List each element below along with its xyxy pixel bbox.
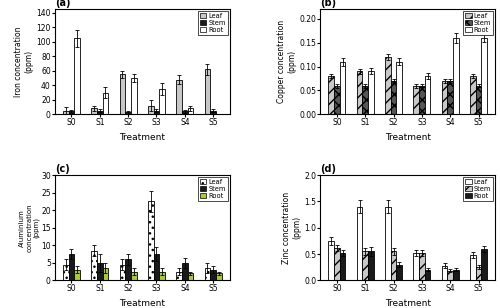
Bar: [63, 111, 68, 114]
Bar: [340, 62, 345, 114]
Legend: Leaf, Stem, Root: Leaf, Stem, Root: [198, 11, 228, 35]
Bar: [74, 270, 80, 280]
Bar: [334, 248, 340, 280]
Bar: [102, 268, 108, 280]
Bar: [204, 69, 210, 114]
Bar: [390, 251, 396, 280]
Y-axis label: Zinc concentration
(ppm): Zinc concentration (ppm): [282, 192, 302, 264]
Legend: Leaf, Stem, Root: Leaf, Stem, Root: [463, 177, 493, 201]
Bar: [154, 111, 160, 114]
Bar: [97, 263, 102, 280]
Bar: [328, 241, 334, 280]
Bar: [188, 273, 194, 280]
Bar: [414, 253, 419, 280]
Text: (d): (d): [320, 164, 336, 174]
Bar: [188, 108, 194, 114]
Bar: [396, 265, 402, 280]
Bar: [204, 268, 210, 280]
X-axis label: Treatment: Treatment: [120, 133, 166, 142]
Bar: [453, 38, 458, 114]
Bar: [362, 86, 368, 114]
Bar: [131, 78, 136, 114]
Y-axis label: Copper concentration
(ppm): Copper concentration (ppm): [277, 20, 296, 103]
Bar: [482, 38, 487, 114]
Text: (a): (a): [55, 0, 70, 8]
Bar: [340, 253, 345, 280]
Bar: [476, 86, 482, 114]
Bar: [424, 270, 430, 280]
Bar: [160, 272, 165, 280]
Bar: [470, 255, 476, 280]
Bar: [448, 81, 453, 114]
Bar: [148, 106, 154, 114]
Bar: [126, 259, 131, 280]
Bar: [442, 265, 448, 280]
Bar: [419, 86, 424, 114]
Bar: [148, 201, 154, 280]
X-axis label: Treatment: Treatment: [384, 299, 430, 308]
Bar: [414, 86, 419, 114]
Bar: [68, 111, 74, 114]
Bar: [385, 207, 390, 280]
Bar: [182, 263, 188, 280]
Bar: [442, 81, 448, 114]
Bar: [419, 253, 424, 280]
Bar: [176, 272, 182, 280]
Bar: [92, 250, 97, 280]
Bar: [328, 76, 334, 114]
Bar: [476, 267, 482, 280]
Bar: [390, 81, 396, 114]
Bar: [131, 272, 136, 280]
Bar: [210, 111, 216, 114]
Bar: [126, 112, 131, 114]
Bar: [448, 271, 453, 280]
Y-axis label: Aluminium
concentration
(ppm): Aluminium concentration (ppm): [19, 204, 40, 252]
Bar: [102, 93, 108, 114]
Bar: [368, 251, 374, 280]
Bar: [368, 71, 374, 114]
X-axis label: Treatment: Treatment: [120, 299, 166, 308]
Bar: [396, 62, 402, 114]
Bar: [356, 71, 362, 114]
Text: (c): (c): [55, 164, 70, 174]
Bar: [216, 273, 222, 280]
Bar: [210, 270, 216, 280]
Bar: [154, 254, 160, 280]
Bar: [74, 38, 80, 114]
Bar: [385, 57, 390, 114]
Bar: [356, 207, 362, 280]
Bar: [160, 89, 165, 114]
Bar: [334, 86, 340, 114]
Legend: Leaf, Stem, Root: Leaf, Stem, Root: [198, 177, 228, 201]
Text: (b): (b): [320, 0, 336, 8]
X-axis label: Treatment: Treatment: [384, 133, 430, 142]
Bar: [482, 249, 487, 280]
Bar: [92, 108, 97, 114]
Bar: [362, 251, 368, 280]
Y-axis label: Iron concentration
(ppm): Iron concentration (ppm): [14, 26, 34, 97]
Bar: [182, 111, 188, 114]
Bar: [470, 76, 476, 114]
Bar: [63, 265, 68, 280]
Bar: [68, 254, 74, 280]
Bar: [120, 75, 126, 114]
Bar: [97, 111, 102, 114]
Bar: [424, 76, 430, 114]
Bar: [176, 79, 182, 114]
Bar: [120, 265, 126, 280]
Bar: [453, 270, 458, 280]
Legend: Leaf, Stem, Root: Leaf, Stem, Root: [463, 11, 493, 35]
